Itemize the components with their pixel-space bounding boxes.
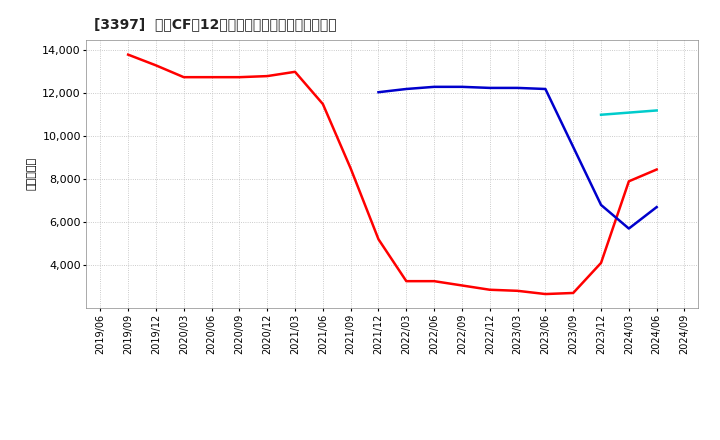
5年 [541,86,550,92]
3年 [652,167,661,172]
5年 [374,90,383,95]
3年 [541,291,550,297]
3年 [485,287,494,293]
5年 [624,226,633,231]
3年 [179,74,188,80]
3年 [263,73,271,79]
3年 [291,69,300,74]
3年 [597,260,606,266]
5年 [597,202,606,208]
7年 [652,108,661,113]
3年 [152,63,161,68]
7年 [597,112,606,117]
Y-axis label: （百万円）: （百万円） [27,157,37,191]
3年 [124,52,132,57]
Legend: 3年, 5年, 7年, 10年: 3年, 5年, 7年, 10年 [223,434,562,440]
5年 [458,84,467,89]
5年 [652,205,661,210]
Line: 3年: 3年 [128,55,657,294]
3年 [513,288,522,293]
5年 [485,85,494,91]
3年 [207,74,216,80]
3年 [569,290,577,296]
Line: 7年: 7年 [601,110,657,115]
5年 [430,84,438,89]
3年 [318,101,327,106]
3年 [624,179,633,184]
3年 [374,237,383,242]
Line: 5年: 5年 [379,87,657,228]
3年 [430,279,438,284]
7年 [624,110,633,115]
Text: [3397]  投資CFの12か月移動合計の標準偏差の推移: [3397] 投資CFの12か月移動合計の標準偏差の推移 [94,18,336,32]
3年 [458,283,467,288]
5年 [569,144,577,150]
3年 [235,74,243,80]
5年 [513,85,522,91]
3年 [346,166,355,171]
5年 [402,86,410,92]
3年 [402,279,410,284]
